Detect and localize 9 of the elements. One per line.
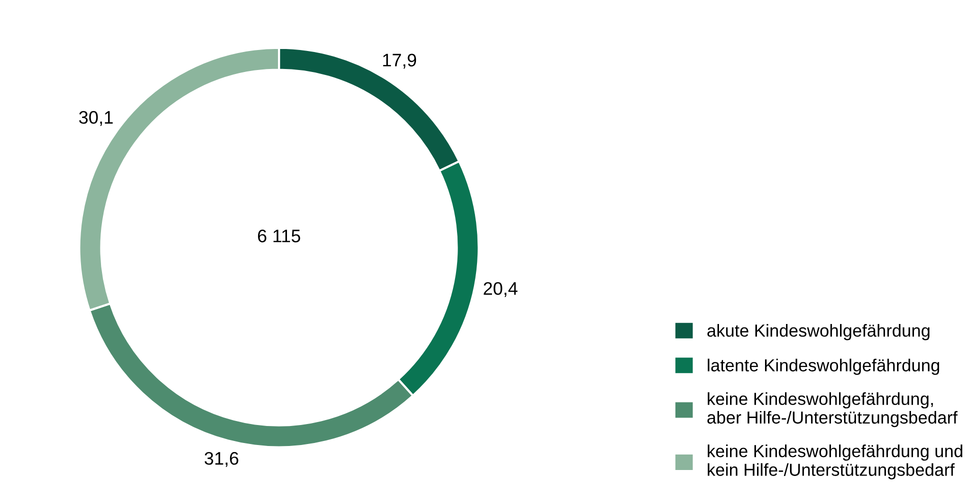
legend-label: latente Kindeswohlgefährdung	[708, 358, 940, 375]
data-label: 20,4	[484, 282, 518, 297]
data-label: 30,1	[79, 110, 113, 126]
data-label: 17,9	[383, 54, 416, 69]
text: 6 115	[258, 230, 300, 242]
legend-label: keine Kindeswohlgefährdung, aber Hilfe-/Unterstützungsbedarf	[707, 392, 958, 428]
data-label: 31,6	[204, 452, 238, 467]
legend-label: akute Kindeswohlgefährdung	[707, 324, 930, 340]
legend-label: keine Kindeswohlgefährdung und kein Hilfe-/Unterstützungsbedarf	[708, 444, 962, 480]
